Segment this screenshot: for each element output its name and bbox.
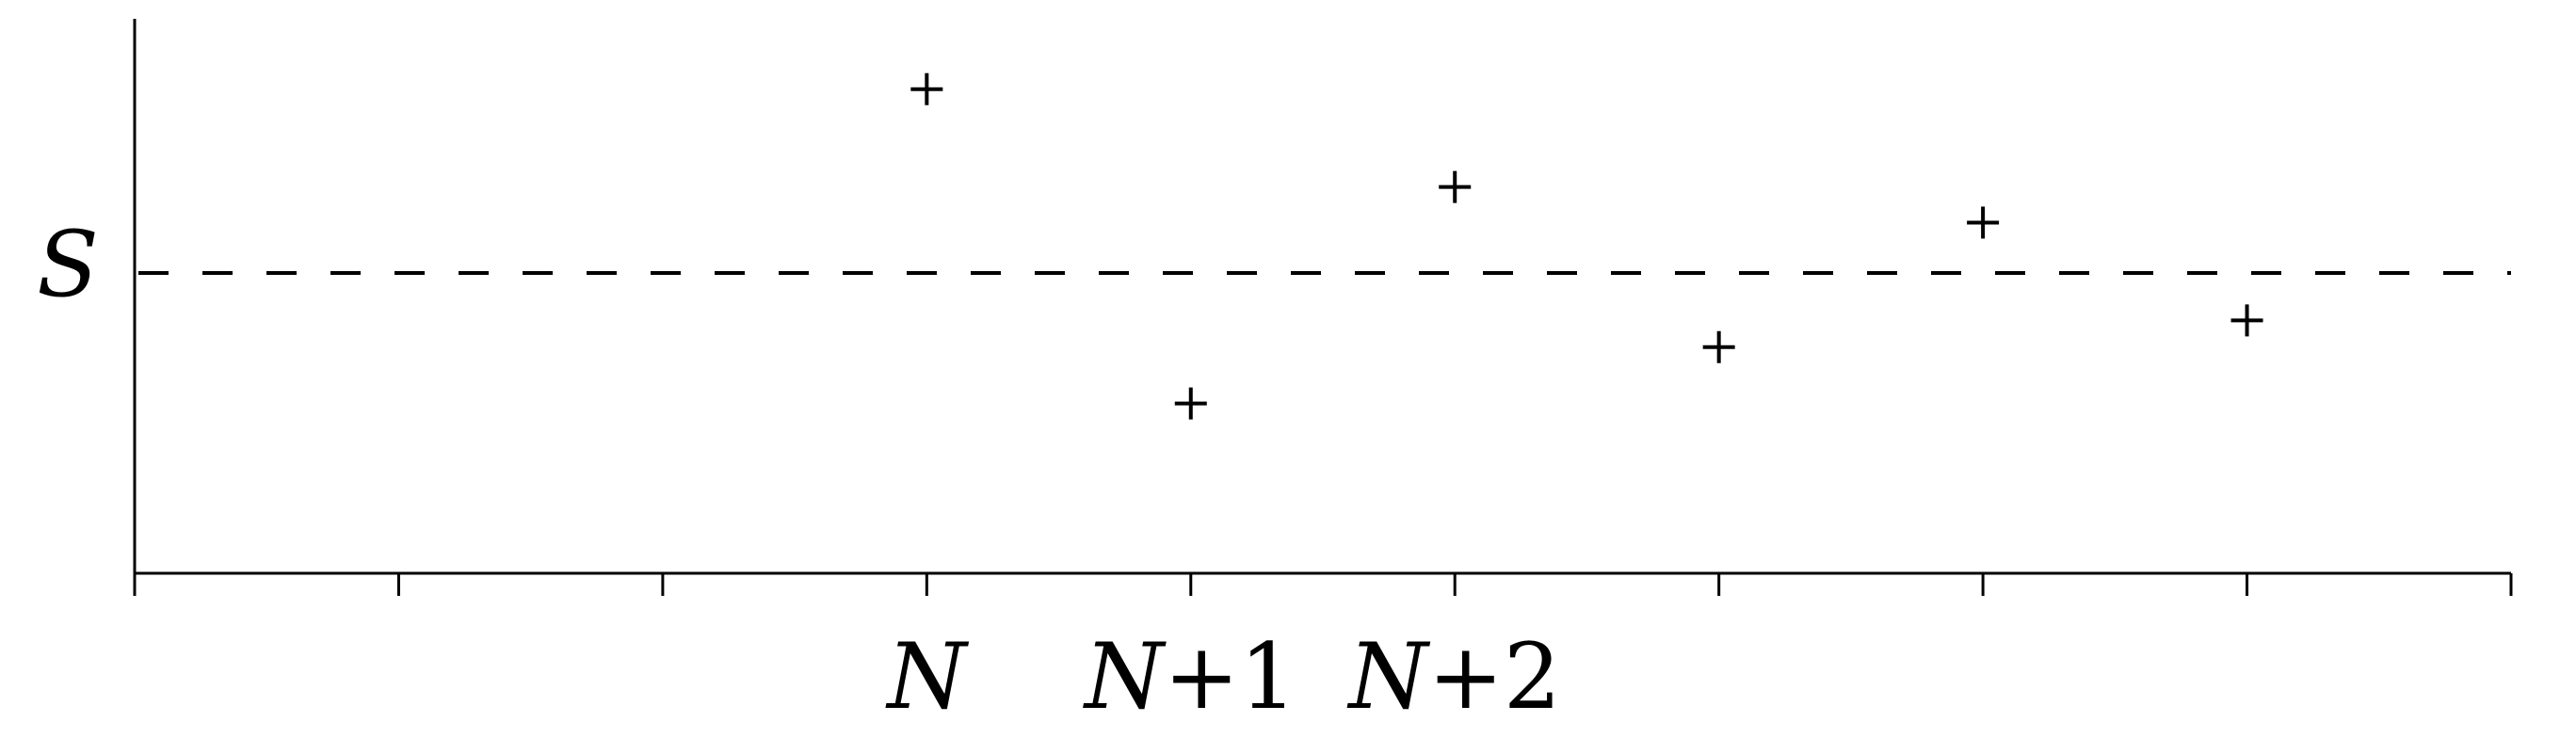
x-tick-labels: N N+1 N+2 — [885, 624, 1561, 730]
data-point — [1967, 206, 2000, 239]
data-point — [1439, 170, 1472, 203]
axis-layer — [133, 19, 2511, 575]
x-ticks — [133, 573, 2513, 596]
data-point — [1174, 387, 1207, 420]
data-point — [910, 72, 943, 105]
x-tick-label: N — [885, 624, 969, 730]
data-point — [2230, 304, 2263, 337]
reference-line-label: S — [37, 212, 99, 317]
x-tick-label: N+1 — [1083, 624, 1297, 730]
data-point — [1702, 330, 1735, 363]
x-tick-label: N+2 — [1346, 624, 1561, 730]
reference-layer: S — [37, 212, 2511, 317]
data-points — [910, 72, 2263, 420]
